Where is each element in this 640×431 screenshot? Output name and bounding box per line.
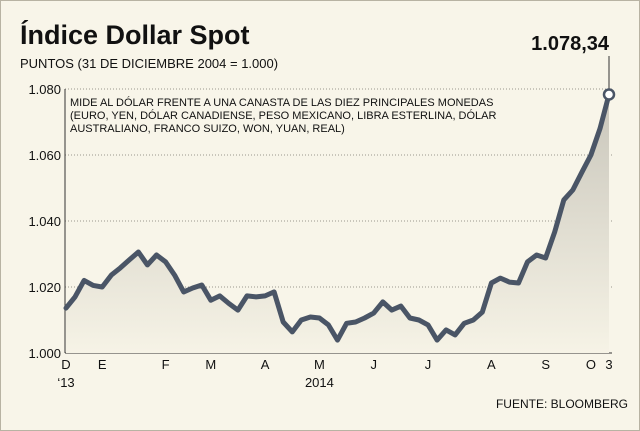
x-sublabel: ‘13 [57, 375, 74, 390]
y-tick-label: 1.060 [28, 148, 61, 163]
x-tick-label: E [98, 357, 107, 372]
x-tick-label: M [205, 357, 216, 372]
x-tick-label: A [261, 357, 270, 372]
x-tick-label: J [425, 357, 432, 372]
x-tick-label: O [586, 357, 596, 372]
note-line: (EURO, YEN, DÓLAR CANADIENSE, PESO MEXIC… [70, 109, 497, 122]
note-line: AUSTRALIANO, FRANCO SUIZO, WON, YUAN, RE… [70, 123, 345, 135]
chart-subtitle: PUNTOS (31 DE DICIEMBRE 2004 = 1.000) [20, 56, 278, 71]
chart-title: Índice Dollar Spot [20, 19, 250, 50]
x-tick-label: D [61, 357, 70, 372]
y-tick-label: 1.000 [28, 346, 61, 361]
x-tick-label: A [487, 357, 496, 372]
x-tick-label: F [162, 357, 170, 372]
x-tick-label: M [314, 357, 325, 372]
x-sublabel: 2014 [305, 375, 334, 390]
y-tick-label: 1.040 [28, 214, 61, 229]
x-tick-label: 3 [605, 357, 612, 372]
value-label: 1.078,34 [531, 33, 610, 55]
x-tick-label: S [541, 357, 550, 372]
end-marker [602, 88, 616, 101]
y-tick-label: 1.080 [28, 82, 61, 97]
source: FUENTE: BLOOMBERG [496, 397, 628, 411]
note-line: MIDE AL DÓLAR FRENTE A UNA CANASTA DE LA… [70, 96, 493, 109]
line [63, 92, 612, 343]
x-tick-label: J [370, 357, 377, 372]
y-tick-label: 1.020 [28, 280, 61, 295]
